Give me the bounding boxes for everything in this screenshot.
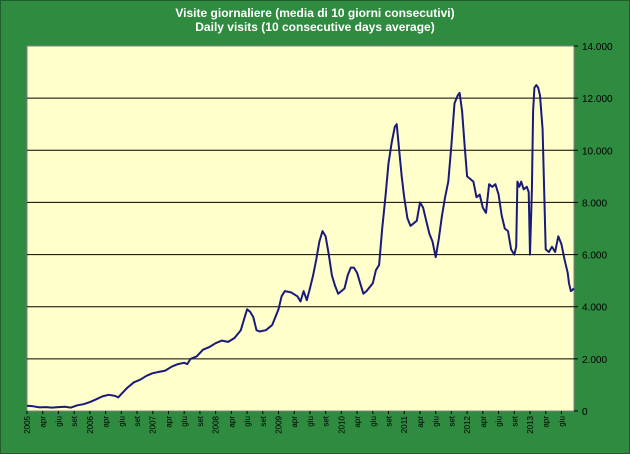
chart-title: Visite giornaliere (media di 10 giorni c… xyxy=(175,6,455,20)
x-tick-label: apr xyxy=(102,416,111,428)
chart-subtitle: Daily visits (10 consecutive days averag… xyxy=(195,20,435,34)
y-tick-label: 8.000 xyxy=(582,198,607,209)
x-tick-label: set xyxy=(385,415,394,426)
x-tick-label: set xyxy=(510,415,519,426)
x-tick-label: giu xyxy=(495,416,504,427)
y-tick-label: 14.000 xyxy=(582,42,613,53)
x-tick-label: apr xyxy=(542,416,551,428)
x-tick-label: apr xyxy=(353,416,362,428)
x-tick-label: giu xyxy=(557,416,566,427)
x-tick-label: set xyxy=(259,415,268,426)
series-line xyxy=(26,84,575,409)
x-tick-label: 2013 xyxy=(526,415,535,433)
x-tick-label: apr xyxy=(479,416,488,428)
x-tick-label: set xyxy=(196,415,205,426)
x-tick-label: 2010 xyxy=(337,415,346,433)
x-tick-label: 2005 xyxy=(23,415,32,433)
x-tick-label: set xyxy=(70,415,79,426)
x-tick-label: apr xyxy=(39,416,48,428)
y-tick-label: 12.000 xyxy=(582,94,613,105)
x-tick-label: giu xyxy=(369,416,378,427)
chart-title-block: Visite giornaliere (media di 10 giorni c… xyxy=(0,6,630,34)
x-tick-label: set xyxy=(133,415,142,426)
x-axis-ticks: 2005 apr giu set 2006 apr giu set 2007 apr giu set 2… xyxy=(23,411,566,434)
x-tick-label: set xyxy=(322,415,331,426)
x-tick-label: giu xyxy=(54,416,63,427)
y-tick-label: 4.000 xyxy=(582,303,607,314)
y-tick-label: 2.000 xyxy=(582,355,607,366)
x-tick-label: apr xyxy=(290,416,299,428)
x-tick-label: giu xyxy=(243,416,252,427)
plot-area xyxy=(26,45,575,412)
x-tick-label: giu xyxy=(180,416,189,427)
x-tick-label: apr xyxy=(416,416,425,428)
x-tick-label: 2011 xyxy=(400,415,409,433)
y-tick-label: 10.000 xyxy=(582,146,613,157)
x-tick-label: set xyxy=(447,415,456,426)
x-tick-label: 2006 xyxy=(86,415,95,433)
x-tick-label: 2012 xyxy=(463,415,472,433)
x-tick-label: giu xyxy=(306,416,315,427)
y-tick-label: 0 xyxy=(582,407,588,418)
x-tick-label: 2007 xyxy=(149,415,158,433)
x-tick-label: 2009 xyxy=(274,415,283,433)
x-tick-label: giu xyxy=(432,416,441,427)
x-tick-label: giu xyxy=(117,416,126,427)
y-tick-label: 6.000 xyxy=(582,251,607,262)
gridlines xyxy=(27,97,574,360)
x-tick-label: apr xyxy=(227,416,236,428)
x-tick-label: 2008 xyxy=(212,415,221,433)
series-layer xyxy=(26,84,575,409)
x-tick-label: apr xyxy=(164,416,173,428)
y-axis-ticks: 0 2.000 4.000 6.000 8.000 10.000 12.000 14.000 xyxy=(574,42,613,418)
